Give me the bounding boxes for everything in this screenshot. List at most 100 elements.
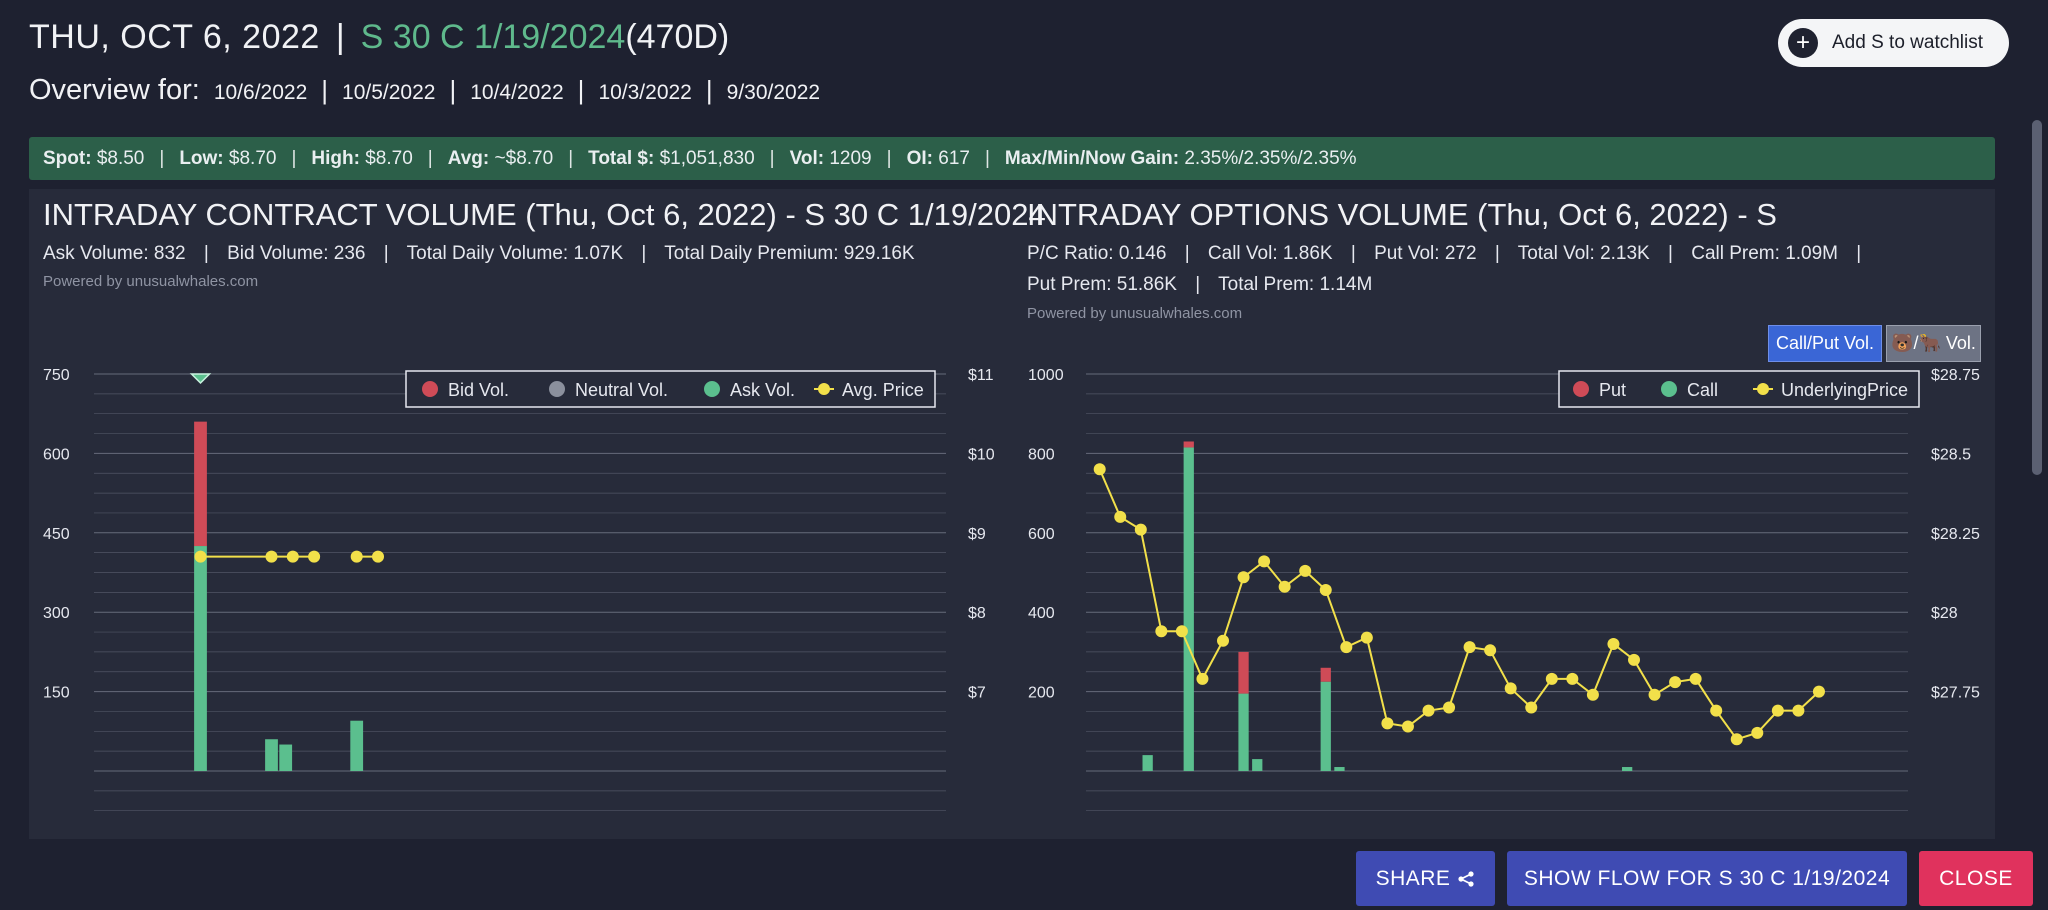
underlying-price-point — [1155, 625, 1168, 638]
legend-label: Call — [1687, 380, 1718, 400]
y-right-tick-label: $28.5 — [1931, 446, 1971, 463]
underlying-price-point — [1586, 688, 1599, 701]
summary-separator: | — [203, 243, 209, 264]
avg-value: ~$8.70 — [494, 147, 554, 169]
stats-separator: | — [886, 147, 892, 169]
share-button[interactable]: SHARE — [1356, 851, 1495, 906]
overview-separator: | — [705, 75, 713, 105]
overview-date-link[interactable]: 9/30/2022 — [726, 81, 821, 104]
legend-swatch — [1573, 381, 1589, 397]
y-right-tick-label: $7 — [968, 685, 986, 702]
stats-separator: | — [291, 147, 297, 169]
close-button[interactable]: CLOSE — [1919, 851, 2033, 906]
underlying-price-point — [1463, 641, 1476, 654]
header-days: (470D) — [625, 18, 730, 56]
overview-date-link[interactable]: 10/3/2022 — [598, 81, 692, 104]
summary-separator: | — [1195, 274, 1201, 295]
y-right-tick-label: $8 — [968, 605, 986, 622]
header-date: THU, OCT 6, 2022 — [29, 18, 320, 56]
y-left-tick-label: 300 — [43, 605, 70, 622]
underlying-price-point — [1669, 676, 1682, 689]
underlying-price-point — [1278, 580, 1291, 593]
oi-value: 617 — [938, 147, 970, 169]
legend-label: Ask Vol. — [730, 380, 795, 400]
low-label: Low: — [179, 147, 224, 169]
ask-volume-bar — [194, 546, 207, 771]
avg-price-point — [350, 550, 363, 563]
summary-separator: | — [1668, 243, 1673, 264]
y-left-tick-label: 1000 — [1028, 367, 1064, 384]
underlying-price-point — [1710, 704, 1723, 717]
bid-volume-stat: Bid Volume: 236 — [227, 243, 366, 264]
call-prem-stat: Call Prem: 1.09M — [1691, 243, 1839, 264]
legend-label: UnderlyingPrice — [1781, 380, 1908, 400]
y-left-tick-label: 750 — [43, 367, 70, 384]
y-left-tick-label: 400 — [1028, 605, 1055, 622]
chart-legend — [405, 370, 936, 408]
right-chart-title: INTRADAY OPTIONS VOLUME (Thu, Oct 6, 202… — [1027, 197, 1777, 232]
call-put-volume-toggle[interactable]: Call/Put Vol. — [1768, 325, 1882, 362]
vol-value: 1209 — [829, 147, 872, 169]
summary-separator: | — [1856, 243, 1862, 264]
legend-swatch — [704, 381, 720, 397]
y-right-tick-label: $9 — [968, 526, 986, 543]
legend-label: Neutral Vol. — [575, 380, 668, 400]
ask-volume-stat: Ask Volume: 832 — [43, 243, 186, 264]
spot-value: $8.50 — [96, 147, 145, 169]
put-prem-stat: Put Prem: 51.86K — [1027, 274, 1177, 295]
y-left-tick-label: 150 — [43, 685, 70, 702]
overview-date-link[interactable]: 10/5/2022 — [342, 81, 436, 104]
avg-price-point — [372, 550, 384, 563]
y-right-tick-label: $28.75 — [1931, 367, 1980, 384]
underlying-price-point — [1401, 720, 1414, 733]
underlying-price-line — [1098, 468, 1820, 741]
add-to-watchlist-button[interactable]: + Add S to watchlist — [1778, 19, 2009, 67]
overview-separator: | — [577, 75, 585, 105]
total-prem-stat: Total Prem: 1.14M — [1218, 274, 1373, 295]
call-volume-bar — [1238, 693, 1249, 771]
total-label: Total $: — [588, 147, 655, 169]
underlying-price-point — [1525, 701, 1538, 714]
avg-price-point — [308, 550, 321, 563]
put-volume-bar — [1238, 651, 1249, 694]
underlying-price-point — [1812, 685, 1825, 698]
underlying-price-point — [1751, 726, 1764, 739]
scrollbar-thumb[interactable] — [2032, 120, 2042, 475]
bear-bull-volume-toggle[interactable]: 🐻/🐂 Vol. — [1886, 325, 1981, 362]
avg-price-point — [265, 550, 278, 563]
overview-label: Overview for: — [29, 74, 200, 106]
header-contract: S 30 C 1/19/2024 — [360, 18, 626, 56]
overview-separator: | — [449, 75, 457, 105]
legend-swatch — [549, 381, 565, 397]
overview-date-link[interactable]: 10/4/2022 — [470, 81, 564, 104]
right-chart-summary-line1: P/C Ratio: 0.146 | Call Vol: 1.86K | Put… — [1027, 243, 1874, 265]
underlying-price-point — [1196, 672, 1209, 685]
bid-volume-bar — [194, 421, 207, 547]
avg-label: Avg: — [447, 147, 490, 169]
underlying-price-point — [1545, 672, 1558, 685]
underlying-price-point — [1648, 688, 1661, 701]
stats-separator: | — [159, 147, 165, 169]
low-value: $8.70 — [228, 147, 277, 169]
left-volume-chart: 750 600 450 300 150 $11 $10 $9 $8 $7 Bid Vol. Neutr… — [43, 367, 995, 812]
underlying-price-point — [1319, 583, 1332, 596]
underlying-price-point — [1628, 653, 1640, 666]
y-right-tick-label: $27.75 — [1931, 685, 1980, 702]
underlying-price-point — [1114, 510, 1127, 523]
share-label: SHARE — [1375, 866, 1451, 890]
show-flow-button[interactable]: SHOW FLOW FOR S 30 C 1/19/2024 — [1507, 851, 1907, 906]
spot-label: Spot: — [43, 147, 92, 169]
summary-separator: | — [641, 243, 647, 264]
underlying-price-point — [1443, 701, 1456, 714]
call-volume-bar — [1622, 767, 1633, 771]
y-right-tick-label: $10 — [968, 446, 995, 463]
overview-dates: Overview for: 10/6/2022 | 10/5/2022 | 10… — [29, 74, 820, 107]
summary-separator: | — [1494, 243, 1500, 264]
ask-volume-bar — [279, 744, 293, 771]
overview-date-link[interactable]: 10/6/2022 — [213, 81, 308, 104]
stats-bar: Spot: $8.50 | Low: $8.70 | High: $8.70 |… — [29, 137, 1995, 180]
underlying-price-point — [1792, 704, 1805, 717]
legend-label: Avg. Price — [842, 380, 924, 400]
put-volume-bar — [1183, 441, 1194, 448]
y-left-tick-label: 800 — [1028, 446, 1055, 463]
